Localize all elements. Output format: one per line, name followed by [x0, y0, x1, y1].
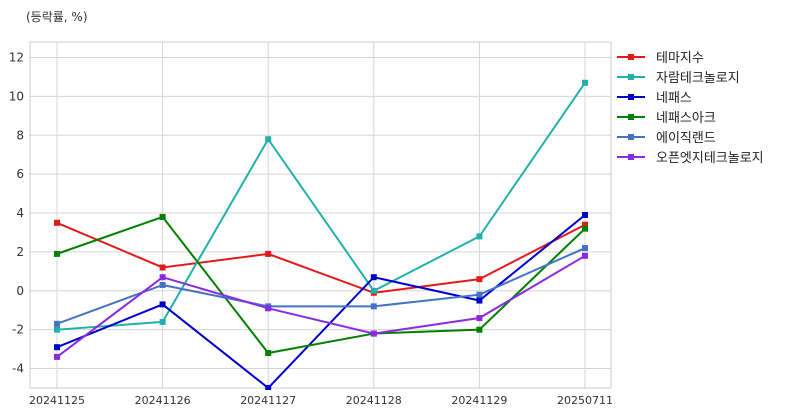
data-point — [476, 326, 483, 333]
data-point — [54, 320, 60, 327]
legend-label: 테마지수 — [656, 51, 704, 66]
y-tick-label: 6 — [16, 167, 24, 181]
y-tick-label: -4 — [12, 362, 24, 376]
legend-marker — [628, 114, 634, 120]
data-point — [582, 225, 588, 232]
data-point — [54, 353, 60, 360]
data-point — [54, 326, 60, 333]
data-point — [370, 330, 377, 337]
series-group — [54, 79, 588, 390]
data-point — [265, 385, 272, 390]
plot-frame — [29, 41, 612, 389]
y-tick-label: 8 — [16, 128, 24, 142]
legend-marker — [628, 74, 634, 80]
y-tick-label: 10 — [9, 89, 24, 103]
data-point — [54, 250, 60, 257]
data-point — [476, 233, 483, 240]
data-point — [582, 245, 588, 252]
y-tick-label: 2 — [16, 245, 24, 259]
data-point — [54, 219, 60, 226]
series-line-1 — [56, 82, 586, 331]
data-point — [370, 287, 377, 294]
data-point — [476, 315, 483, 322]
legend-label: 네패스아크 — [656, 111, 716, 126]
x-tick-label: 20241127 — [240, 394, 296, 407]
data-point — [582, 221, 588, 228]
y-tick-label: 12 — [9, 51, 24, 65]
legend-marker — [628, 54, 634, 60]
x-tick-label: 20241128 — [346, 394, 402, 407]
y-tick-label: 4 — [16, 206, 24, 220]
data-point — [370, 303, 377, 310]
x-tick-label: 20250711 — [557, 394, 613, 407]
data-point — [159, 281, 166, 288]
legend-label: 자람테크놀로지 — [656, 71, 740, 86]
data-point — [582, 79, 588, 86]
legend-marker — [628, 154, 634, 160]
legend-marker — [628, 94, 634, 100]
x-tick-label: 20241129 — [451, 394, 507, 407]
series-line-4 — [56, 247, 586, 325]
legend-marker — [628, 134, 634, 140]
data-point — [265, 350, 272, 357]
data-point — [582, 252, 588, 259]
x-tick-label: 20241126 — [135, 394, 191, 407]
y-tick-label: 0 — [16, 284, 24, 298]
legend-label: 에이직랜드 — [656, 131, 716, 146]
data-point — [265, 305, 272, 312]
data-point — [159, 301, 166, 308]
unit-label: (등락률, %) — [26, 10, 88, 24]
data-point — [476, 291, 483, 298]
data-point — [265, 250, 272, 257]
series-line-3 — [56, 215, 586, 355]
x-tick-label: 20241125 — [29, 394, 85, 407]
series-line-0 — [56, 221, 586, 294]
data-point — [582, 212, 588, 218]
data-point — [159, 274, 166, 281]
series-line-5 — [56, 254, 586, 358]
y-tick-label: -2 — [12, 323, 24, 337]
data-point — [370, 274, 377, 281]
data-point — [159, 318, 166, 325]
data-point — [476, 297, 483, 304]
data-point — [159, 264, 166, 271]
data-point — [476, 276, 483, 283]
legend-label: 오픈엣지테크놀로지 — [656, 151, 764, 166]
data-point — [54, 344, 60, 351]
data-point — [265, 136, 272, 143]
data-point — [159, 213, 166, 220]
legend-label: 네패스 — [656, 91, 692, 106]
